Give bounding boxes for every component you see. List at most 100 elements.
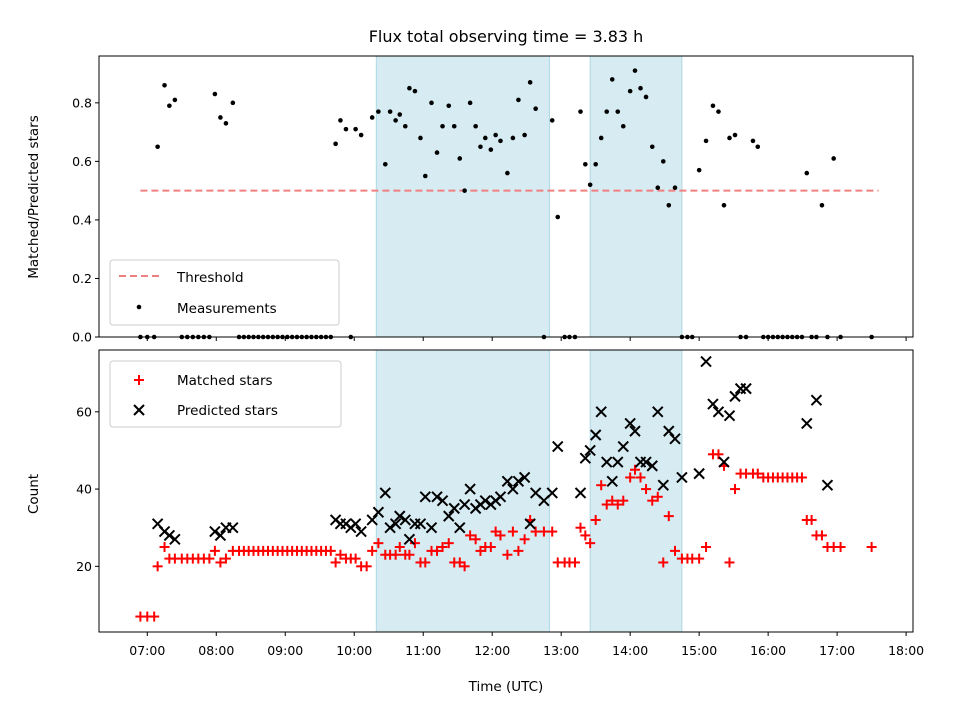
x-stroke-2: [464, 483, 476, 495]
data-point: [163, 529, 176, 542]
data-point: [696, 167, 702, 173]
x-stroke-2: [431, 491, 443, 503]
data-point: [595, 406, 607, 418]
data-point: [458, 498, 471, 511]
data-point: [601, 456, 613, 468]
x-tick-label: 18:00: [888, 643, 924, 658]
data-point: [448, 502, 460, 515]
data-point: [629, 425, 641, 437]
data-point: [510, 135, 516, 141]
data-point: [420, 557, 431, 568]
y-tick-label: 0.0: [72, 330, 92, 345]
data-point: [167, 103, 172, 109]
x-stroke-2: [606, 475, 618, 488]
data-point: [451, 123, 457, 129]
chart-title: Flux total observing time = 3.83 h: [369, 27, 644, 46]
data-point: [707, 398, 719, 410]
data-point: [804, 170, 810, 176]
data-point: [334, 518, 347, 530]
x-stroke-2: [552, 440, 564, 453]
data-point: [721, 202, 727, 208]
data-point: [552, 440, 564, 453]
x-stroke-2: [443, 510, 455, 522]
data-point: [230, 100, 236, 106]
x-stroke-2: [436, 494, 449, 507]
data-point: [652, 491, 663, 502]
x-stroke-2: [663, 425, 675, 437]
data-point: [397, 112, 403, 117]
data-point: [353, 126, 358, 132]
legend-predicted-swatch: [133, 404, 145, 416]
data-point: [670, 545, 681, 556]
observing-window-1: [375, 55, 550, 338]
data-point: [672, 185, 678, 191]
data-point: [716, 109, 721, 114]
data-point: [700, 355, 712, 368]
data-point: [437, 542, 448, 553]
data-point: [579, 452, 592, 464]
x-tick-label: 08:00: [198, 643, 234, 658]
data-point: [218, 115, 223, 120]
data-point: [740, 382, 752, 395]
data-point: [612, 499, 623, 510]
data-point: [440, 123, 445, 129]
data-point: [590, 514, 601, 525]
data-point: [387, 109, 393, 114]
x-stroke-2: [349, 518, 362, 530]
data-point: [806, 514, 817, 525]
data-point: [585, 538, 596, 549]
data-point: [555, 214, 561, 220]
data-point: [569, 557, 580, 568]
data-point: [655, 185, 661, 191]
data-point: [404, 549, 415, 560]
data-point: [350, 553, 361, 564]
data-point: [593, 162, 598, 167]
x-stroke-2: [612, 456, 624, 468]
x-stroke-2: [723, 409, 736, 422]
x-stroke-2: [693, 467, 705, 480]
x-stroke-2: [494, 491, 507, 503]
legend-matched-swatch: [134, 375, 144, 385]
data-point: [627, 88, 633, 94]
x-stroke-2: [389, 518, 402, 530]
data-point: [723, 409, 736, 422]
data-point: [649, 144, 655, 150]
data-point: [647, 495, 658, 506]
data-point: [676, 471, 688, 484]
legend-measurements-swatch: [136, 304, 142, 310]
data-point: [666, 202, 672, 208]
data-point: [607, 495, 618, 506]
data-point: [495, 530, 506, 541]
data-point: [640, 456, 652, 468]
data-point: [643, 94, 649, 100]
y-axis-label-bottom: Count: [26, 474, 42, 514]
x-stroke-2: [454, 521, 466, 534]
data-point: [549, 118, 555, 123]
data-point: [580, 530, 591, 541]
data-point: [620, 123, 626, 129]
x-tick-label: 16:00: [750, 643, 786, 658]
data-point: [866, 542, 877, 553]
data-point: [583, 162, 588, 167]
data-point: [462, 188, 467, 193]
data-point: [498, 138, 503, 144]
data-point: [669, 433, 681, 445]
x-stroke-2: [718, 456, 730, 468]
x-stroke-2: [624, 417, 636, 430]
data-point: [596, 480, 607, 491]
y-axis-label-top: Matched/Predicted stars: [26, 115, 42, 278]
data-point: [152, 561, 163, 572]
x-tick-label: 15:00: [681, 643, 717, 658]
data-point: [358, 132, 364, 138]
data-point: [464, 483, 476, 495]
x-stroke-2: [700, 355, 712, 368]
x-stroke-2: [414, 518, 427, 530]
x-stroke-2: [355, 525, 367, 538]
data-point: [724, 557, 735, 568]
data-point: [446, 103, 452, 109]
x-stroke-2: [524, 518, 536, 530]
data-point: [172, 97, 178, 103]
data-point: [212, 91, 218, 97]
legend-box: [109, 360, 342, 428]
data-point: [325, 545, 336, 556]
